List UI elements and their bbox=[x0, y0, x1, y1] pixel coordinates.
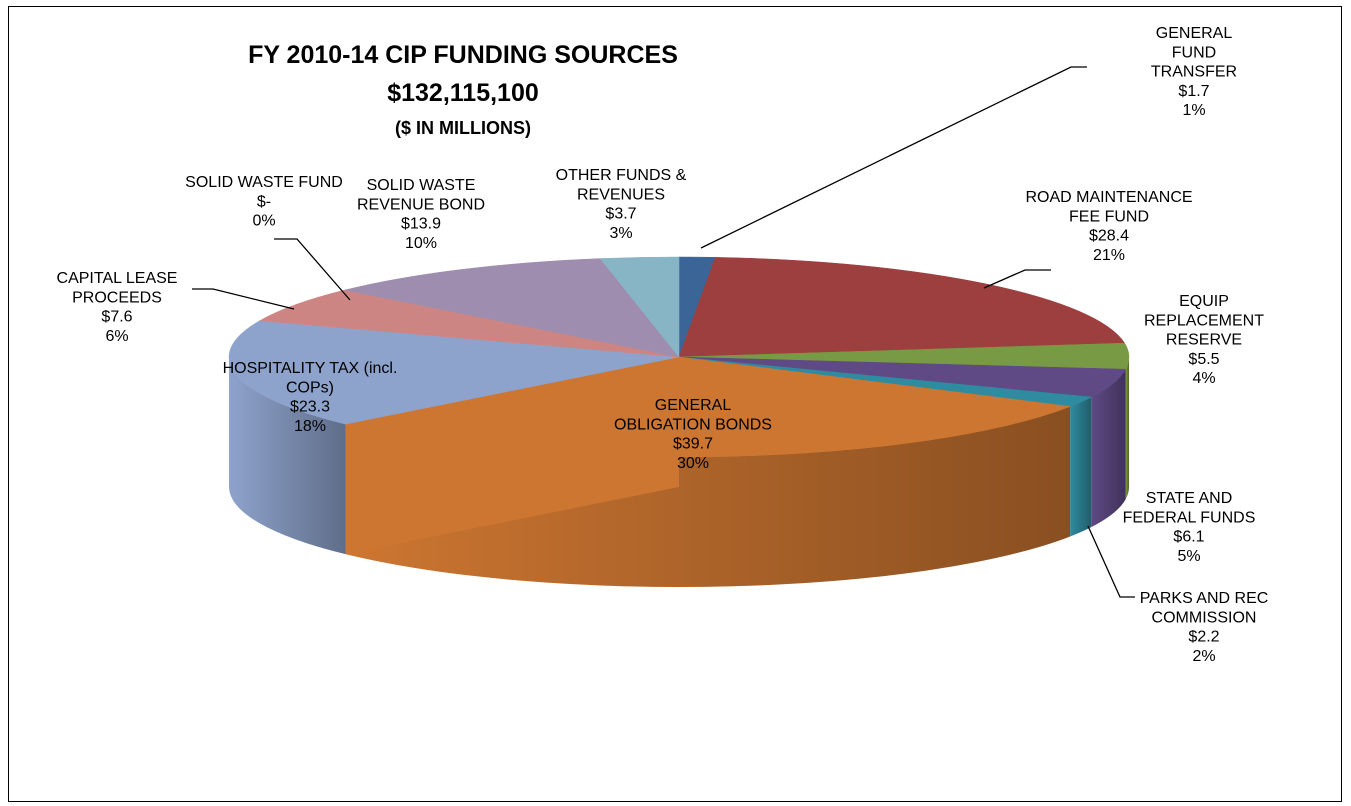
pie-side-shade bbox=[1125, 357, 1129, 500]
pie-chart: GENERAL FUND TRANSFER $1.7 1% ROAD MAINTENANC… bbox=[57, 25, 1269, 665]
pie-slice-road-maintenance-fee-fund bbox=[678, 257, 1126, 358]
slice-label-solid-waste-revenue-bond: SOLID WASTE REVENUE BOND $13.9 10% bbox=[357, 177, 485, 252]
pie-slice-solid-waste-revenue-bond bbox=[344, 258, 680, 358]
pie-slice-hospitality-tax-incl-cops bbox=[228, 320, 680, 425]
leader-line-solid-waste-fund bbox=[274, 238, 351, 301]
leader-line-state-and-federal-funds bbox=[1087, 525, 1135, 598]
leader-line-road-maintenance-fee-fund bbox=[983, 269, 1051, 289]
slice-labels: GENERAL FUND TRANSFER $1.7 1% ROAD MAINTENANC… bbox=[57, 25, 1269, 665]
pie-tops bbox=[228, 256, 1130, 458]
pie-side-shade bbox=[1091, 369, 1126, 528]
slice-label-hospitality-tax-incl-cops: HOSPITALITY TAX (incl. COPs) $23.3 18% bbox=[223, 360, 398, 435]
leader-line-capital-lease-proceeds bbox=[192, 288, 295, 310]
slice-label-general-fund-transfer: GENERAL FUND TRANSFER $1.7 1% bbox=[1151, 25, 1237, 119]
slice-label-solid-waste-fund: SOLID WASTE FUND $-0% bbox=[185, 174, 343, 230]
chart-units-note: ($ IN MILLIONS) bbox=[395, 118, 531, 138]
slice-label-parks-and-rec-commission: PARKS AND REC COMMISSION $2.2 2% bbox=[1140, 590, 1269, 665]
chart-title-block: FY 2010-14 CIP FUNDING SOURCES $132,115,… bbox=[248, 41, 678, 138]
slice-label-equip-replacement-reserve: EQUIP REPLACEMENT RESERVE $5.5 4% bbox=[1144, 293, 1264, 387]
chart-title: FY 2010-14 CIP FUNDING SOURCES bbox=[248, 41, 678, 69]
pie-slice-other-funds-revenues bbox=[599, 256, 680, 358]
pie-slice-general-obligation-bonds bbox=[345, 356, 1071, 458]
pie-slice-capital-lease-proceeds bbox=[258, 289, 680, 358]
chart-frame: GENERAL FUND TRANSFER $1.7 1% ROAD MAINTENANC… bbox=[8, 6, 1342, 802]
slice-label-state-and-federal-funds: STATE AND FEDERAL FUNDS $6.1 5% bbox=[1123, 490, 1256, 565]
slice-label-general-obligation-bonds: GENERAL OBLIGATION BONDS $39.7 30% bbox=[614, 397, 772, 472]
slice-label-road-maintenance-fee-fund: ROAD MAINTENANCE FEE FUND $28.4 21% bbox=[1025, 189, 1192, 264]
pie-side-shade bbox=[229, 357, 346, 555]
slice-label-other-funds-revenues: OTHER FUNDS & REVENUES $3.7 3% bbox=[556, 167, 687, 242]
leader-lines bbox=[192, 66, 1135, 598]
leader-line-general-fund-transfer bbox=[700, 66, 1087, 249]
pie-side-shade bbox=[1070, 397, 1092, 537]
slice-label-capital-lease-proceeds: CAPITAL LEASE PROCEEDS $7.6 6% bbox=[57, 270, 178, 345]
chart-subtitle: $132,115,100 bbox=[387, 79, 539, 107]
